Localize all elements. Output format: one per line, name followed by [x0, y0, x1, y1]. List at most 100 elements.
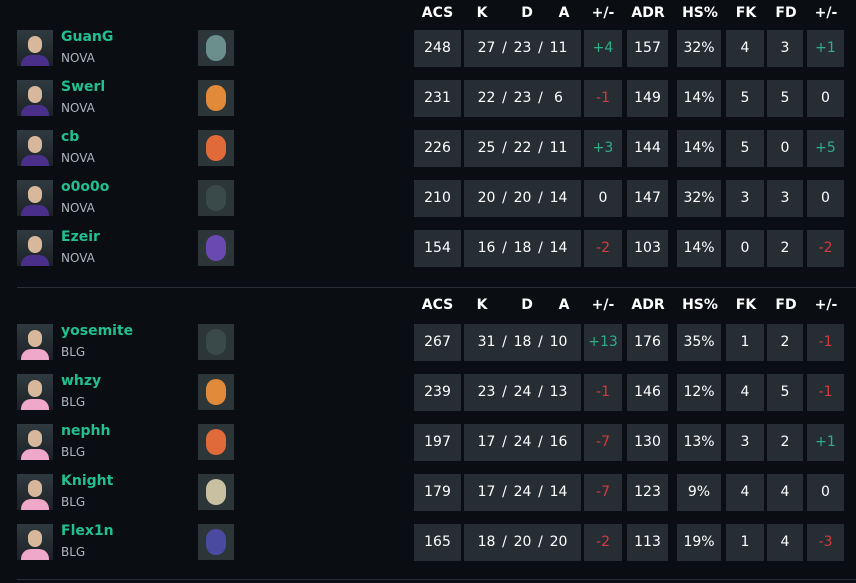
kd-diff-cell: 0: [584, 180, 622, 217]
assists: 16: [549, 434, 568, 450]
sep: /: [538, 534, 543, 550]
acs-cell: 267: [414, 324, 461, 361]
kd-diff-cell: -1: [584, 80, 622, 117]
fk-diff-cell: -1: [807, 324, 844, 361]
deaths: 24: [513, 484, 532, 500]
acs-cell: 165: [414, 524, 461, 561]
fk-diff-cell: 0: [807, 474, 844, 511]
header-fk: FK: [735, 5, 757, 21]
hs-cell: 32%: [677, 180, 721, 217]
fk-cell: 3: [726, 424, 764, 461]
kda-cell: 27 / 23 / 11: [464, 30, 581, 67]
player-avatar: [17, 130, 53, 166]
avatar-head: [28, 430, 42, 447]
header-acs: ACS: [421, 297, 454, 313]
avatar-head: [28, 86, 42, 103]
assists: 14: [549, 240, 568, 256]
adr-cell: 144: [627, 130, 668, 167]
kills: 20: [477, 190, 496, 206]
player-name[interactable]: nephh: [61, 423, 111, 439]
sep: /: [502, 40, 507, 56]
header-fd: FD: [775, 297, 797, 313]
player-name[interactable]: GuanG: [61, 29, 114, 45]
player-name[interactable]: whzy: [61, 373, 102, 389]
player-name[interactable]: yosemite: [61, 323, 134, 339]
hs-cell: 32%: [677, 30, 721, 67]
avatar-head: [28, 36, 42, 53]
sep: /: [502, 434, 507, 450]
player-team: BLG: [61, 495, 86, 509]
header-fk: FK: [735, 297, 757, 313]
sep: /: [502, 240, 507, 256]
hs-cell: 9%: [677, 474, 721, 511]
avatar-head: [28, 186, 42, 203]
acs-cell: 179: [414, 474, 461, 511]
fk-cell: 1: [726, 324, 764, 361]
kd-diff-cell: -7: [584, 474, 622, 511]
fk-diff-cell: -2: [807, 230, 844, 267]
agent-portrait: [206, 379, 226, 405]
header-a: A: [558, 5, 570, 21]
assists: 10: [549, 334, 568, 350]
player-name[interactable]: Flex1n: [61, 523, 114, 539]
player-name[interactable]: Ezeir: [61, 229, 100, 245]
header-hs: HS%: [682, 5, 718, 21]
assists: 11: [549, 40, 568, 56]
player-avatar: [17, 524, 53, 560]
avatar-body: [21, 449, 49, 460]
player-avatar: [17, 30, 53, 66]
kda-cell: 17 / 24 / 14: [464, 474, 581, 511]
player-name[interactable]: Swerl: [61, 79, 106, 95]
adr-cell: 103: [627, 230, 668, 267]
hs-cell: 19%: [677, 524, 721, 561]
header-fk-diff: +/-: [814, 297, 838, 313]
player-name[interactable]: o0o0o: [61, 179, 110, 195]
fk-cell: 5: [726, 80, 764, 117]
acs-cell: 197: [414, 424, 461, 461]
agent-portrait: [206, 135, 226, 161]
assists: 6: [554, 90, 563, 106]
fk-cell: 3: [726, 180, 764, 217]
fd-cell: 5: [767, 80, 803, 117]
avatar-head: [28, 236, 42, 253]
agent-viper-icon: [198, 324, 234, 360]
sep: /: [538, 190, 543, 206]
header-fd: FD: [775, 5, 797, 21]
avatar-head: [28, 330, 42, 347]
agent-viper-icon: [198, 180, 234, 216]
player-team: BLG: [61, 445, 86, 459]
acs-cell: 226: [414, 130, 461, 167]
agent-omen-icon: [198, 524, 234, 560]
hs-cell: 14%: [677, 130, 721, 167]
deaths: 18: [513, 240, 532, 256]
agent-portrait: [206, 235, 226, 261]
kd-diff-cell: -2: [584, 230, 622, 267]
sep: /: [538, 240, 543, 256]
fk-cell: 1: [726, 524, 764, 561]
fk-diff-cell: 0: [807, 180, 844, 217]
acs-cell: 210: [414, 180, 461, 217]
player-avatar: [17, 424, 53, 460]
player-name[interactable]: cb: [61, 129, 80, 145]
agent-killjoy-icon: [198, 474, 234, 510]
adr-cell: 147: [627, 180, 668, 217]
player-team: NOVA: [61, 101, 95, 115]
team-divider: [17, 287, 856, 288]
fk-diff-cell: +1: [807, 424, 844, 461]
sep: /: [502, 484, 507, 500]
player-team: NOVA: [61, 151, 95, 165]
player-name[interactable]: Knight: [61, 473, 114, 489]
avatar-head: [28, 530, 42, 547]
deaths: 20: [513, 190, 532, 206]
header-acs: ACS: [421, 5, 454, 21]
deaths: 23: [513, 40, 532, 56]
fd-cell: 3: [767, 180, 803, 217]
sep: /: [538, 484, 543, 500]
kda-cell: 23 / 24 / 13: [464, 374, 581, 411]
kda-cell: 25 / 22 / 11: [464, 130, 581, 167]
avatar-body: [21, 105, 49, 116]
fd-cell: 2: [767, 424, 803, 461]
agent-raze-icon: [198, 80, 234, 116]
deaths: 24: [513, 384, 532, 400]
sep: /: [538, 90, 543, 106]
